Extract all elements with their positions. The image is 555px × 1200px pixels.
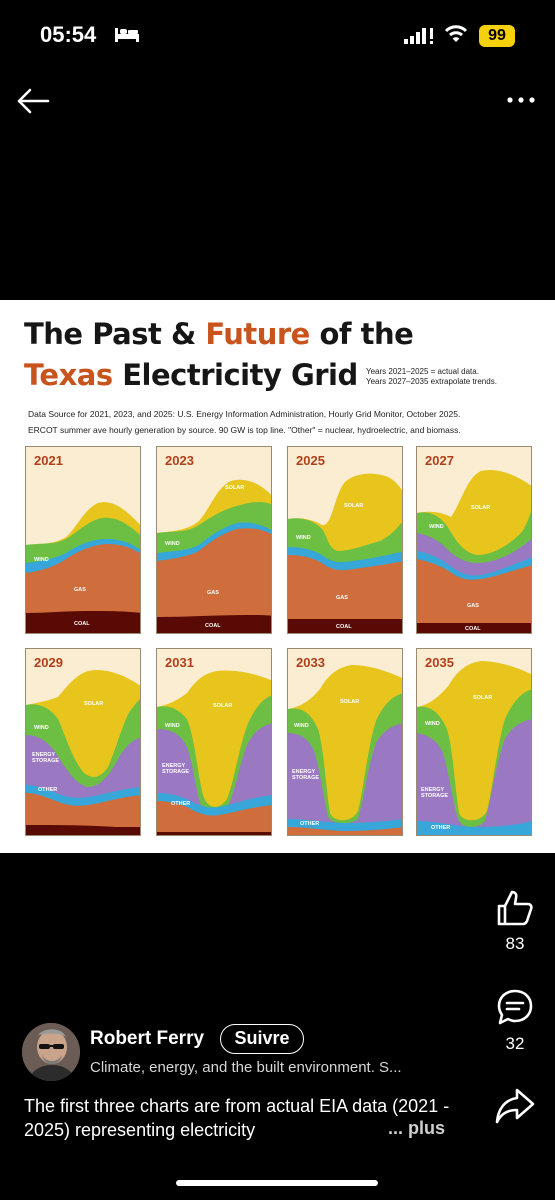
label-solar: SOLAR [84, 701, 104, 707]
data-source-note: Data Source for 2021, 2023, and 2025: U.… [28, 409, 461, 435]
panel-year: 2029 [34, 655, 63, 670]
avatar-photo-icon [22, 1023, 80, 1081]
label-coal: COAL [74, 621, 90, 627]
label-coal: COAL [465, 626, 481, 632]
grid-chart-2031: 2031 SOLAR WIND ENERGY STORAGE OTHER [156, 648, 272, 836]
label-other: OTHER [171, 801, 191, 807]
grid-chart-2023: 2023 SOLAR WIND GAS COAL [156, 446, 272, 634]
label-wind: WIND [34, 725, 49, 731]
label-solar: SOLAR [340, 699, 360, 705]
comments-count: 32 [505, 1034, 525, 1053]
status-time: 05:54 [40, 22, 97, 47]
label-wind: WIND [294, 723, 309, 729]
label-solar: SOLAR [473, 695, 493, 701]
label-coal: COAL [205, 623, 221, 629]
comment-icon[interactable] [495, 988, 535, 1028]
sleep-mode-icon [115, 28, 139, 42]
infographic-title-line1: The Past & Future of the [24, 317, 414, 351]
author-headline: Climate, energy, and the built environme… [90, 1059, 402, 1076]
likes-count: 83 [505, 934, 525, 953]
panel-year: 2031 [165, 655, 194, 670]
label-solar: SOLAR [471, 505, 491, 511]
label-solar: SOLAR [225, 485, 245, 491]
grid-chart-2027: 2027 SOLAR WIND GAS COAL [416, 446, 532, 634]
cellular-signal-icon [404, 28, 433, 44]
infographic-title-line2: Texas Electricity Grid [24, 358, 358, 392]
label-other: OTHER [300, 821, 320, 827]
status-bar: 05:54 99 [0, 0, 555, 70]
label-wind: WIND [165, 541, 180, 547]
label-wind: WIND [425, 721, 440, 727]
author-name[interactable]: Robert Ferry [90, 1028, 205, 1049]
panel-year: 2035 [425, 655, 454, 670]
grid-chart-2025: 2025 SOLAR WIND GAS COAL [287, 446, 403, 634]
panel-year: 2021 [34, 453, 63, 468]
battery-indicator: 99 [479, 25, 515, 47]
label-wind: WIND [165, 723, 180, 729]
post-caption: The first three charts are from actual E… [24, 1096, 450, 1140]
label-coal: COAL [336, 624, 352, 630]
wifi-icon [444, 25, 468, 42]
label-gas: GAS [336, 595, 348, 601]
grid-chart-2029: 2029 SOLAR WIND ENERGY STORAGE OTHER [25, 648, 141, 836]
label-gas: GAS [207, 590, 219, 596]
follow-button[interactable]: Suivre [220, 1024, 304, 1054]
panel-year: 2033 [296, 655, 325, 670]
label-other: OTHER [431, 825, 451, 831]
label-solar: SOLAR [213, 703, 233, 709]
label-storage: ENERGY STORAGE [421, 787, 449, 799]
grid-chart-2021: 2021 WIND GAS COAL [25, 446, 141, 634]
author-avatar[interactable] [22, 1023, 80, 1081]
like-icon[interactable] [495, 888, 535, 928]
panel-year: 2023 [165, 453, 194, 468]
grid-chart-2033: 2033 SOLAR WIND ENERGY STORAGE OTHER [287, 648, 403, 836]
panel-year: 2027 [425, 453, 454, 468]
post-image[interactable]: The Past & Future of the Texas Electrici… [0, 300, 555, 853]
share-icon[interactable] [495, 1086, 535, 1126]
label-wind: WIND [34, 557, 49, 563]
label-wind: WIND [429, 524, 444, 530]
label-storage: ENERGY STORAGE [292, 769, 320, 781]
label-storage: ENERGY STORAGE [32, 752, 60, 764]
see-more-link[interactable]: ... plus [388, 1118, 446, 1138]
more-options-icon[interactable] [504, 92, 538, 108]
home-indicator[interactable] [176, 1180, 378, 1186]
label-solar: SOLAR [344, 503, 364, 509]
years-note: Years 2021–2025 = actual data. Years 202… [366, 367, 497, 386]
label-wind: WIND [296, 535, 311, 541]
label-other: OTHER [38, 787, 58, 793]
back-arrow-icon[interactable] [16, 86, 50, 116]
grid-chart-2035: 2035 SOLAR WIND ENERGY STORAGE OTHER [416, 648, 532, 836]
label-storage: ENERGY STORAGE [162, 763, 190, 775]
label-gas: GAS [467, 603, 479, 609]
label-gas: GAS [74, 587, 86, 593]
panel-year: 2025 [296, 453, 325, 468]
